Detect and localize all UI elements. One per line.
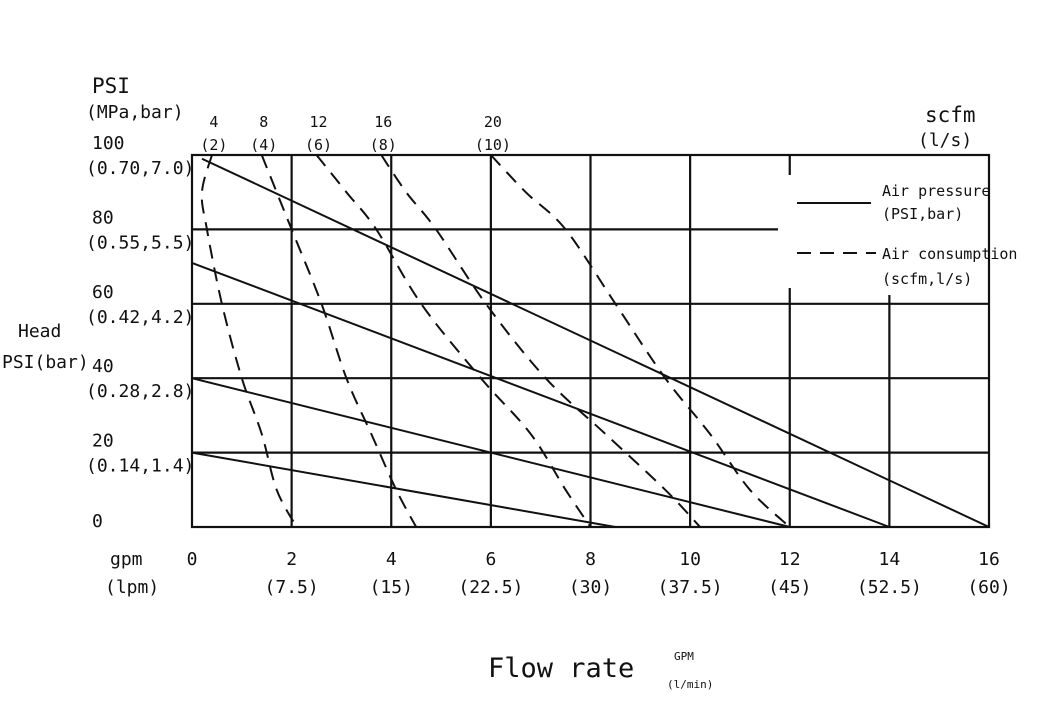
- x-tick-sublabel: (52.5): [857, 577, 922, 598]
- y-tick-sublabel: (0.28,2.8): [86, 381, 194, 402]
- x-tick-sublabel: (60): [967, 577, 1010, 598]
- legend-air-consumption-units: (scfm,l/s): [882, 270, 972, 288]
- x-tick-sublabel: (30): [569, 577, 612, 598]
- scfm-tick-sublabel: (10): [475, 136, 511, 154]
- legend-air-pressure-units: (PSI,bar): [882, 205, 963, 223]
- air-consumption-curve: [490, 154, 791, 528]
- x-tick-label: 12: [779, 549, 801, 570]
- scfm-tick-label: 8: [259, 113, 268, 131]
- legend-air-pressure: Air pressure: [882, 182, 990, 200]
- head-units-label: PSI(bar): [2, 352, 89, 373]
- x-tick-sublabel: (37.5): [658, 577, 723, 598]
- scfm-tick-sublabel: (4): [250, 136, 277, 154]
- x-tick-label: 16: [978, 549, 1000, 570]
- air-pressure-line: [191, 261, 890, 528]
- scfm-tick-sublabel: (6): [305, 136, 332, 154]
- title-unit-sub: (l/min): [667, 678, 713, 691]
- scfm-tick-label: 20: [484, 113, 502, 131]
- y-tick-label: 60: [92, 282, 114, 303]
- curves: [191, 154, 990, 528]
- y-tick-label: 100: [92, 133, 125, 154]
- scfm-axis-title: scfm: [925, 103, 976, 127]
- air-consumption-curve: [260, 154, 418, 528]
- y-tick-label: 0: [92, 511, 103, 532]
- x-tick-label: 8: [585, 549, 596, 570]
- y-tick-sublabel: (0.55,5.5): [86, 232, 194, 253]
- y-axis-title: PSI: [92, 74, 130, 98]
- chart-title: Flow rate: [488, 653, 634, 684]
- y-tick-label: 80: [92, 207, 114, 228]
- y-tick-label: 40: [92, 356, 114, 377]
- x-axis-title-units: (lpm): [105, 577, 159, 598]
- x-axis-title: gpm: [110, 549, 143, 570]
- scfm-tick-label: 12: [310, 113, 328, 131]
- air-pressure-line: [191, 451, 616, 528]
- x-tick-label: 6: [485, 549, 496, 570]
- air-pressure-line: [201, 157, 990, 528]
- x-tick-label: 10: [679, 549, 701, 570]
- y-axis-title-units: (MPa,bar): [86, 102, 184, 123]
- x-tick-sublabel: (7.5): [265, 577, 319, 598]
- y-tick-sublabel: (0.70,7.0): [86, 158, 194, 179]
- scfm-tick-label: 16: [374, 113, 392, 131]
- legend-air-consumption: Air consumption: [882, 245, 1017, 263]
- y-tick-sublabel: (0.14,1.4): [86, 456, 194, 477]
- x-tick-label: 4: [386, 549, 397, 570]
- scfm-tick-label: 4: [209, 113, 218, 131]
- scfm-axis-title-units: (l/s): [918, 130, 972, 151]
- scfm-tick-sublabel: (8): [370, 136, 397, 154]
- air-pressure-line: [191, 377, 790, 528]
- x-tick-label: 0: [187, 549, 198, 570]
- y-tick-label: 20: [92, 431, 114, 452]
- x-tick-sublabel: (22.5): [458, 577, 523, 598]
- x-tick-sublabel: (15): [370, 577, 413, 598]
- scfm-tick-sublabel: (2): [200, 136, 227, 154]
- legend: Air pressure (PSI,bar) Air consumption (…: [797, 182, 1017, 288]
- tick-labels: 0 2 (7.5) 4 (15) 6 (22.5) 8 (30) 10 (37.5) 12 (45) 14…: [86, 113, 1011, 598]
- head-label: Head: [18, 321, 61, 342]
- x-tick-label: 2: [286, 549, 297, 570]
- air-consumption-curve: [380, 154, 701, 528]
- y-tick-sublabel: (0.42,4.2): [86, 307, 194, 328]
- x-tick-sublabel: (45): [768, 577, 811, 598]
- title-unit: GPM: [674, 650, 694, 663]
- air-consumption-curve: [200, 154, 298, 528]
- x-tick-label: 14: [879, 549, 901, 570]
- air-consumption-curve: [315, 154, 592, 528]
